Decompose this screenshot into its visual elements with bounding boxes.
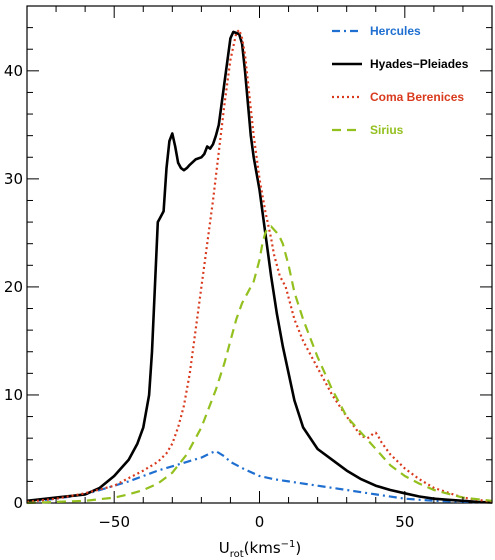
x-axis-label: Urot(kms−1) [219, 539, 302, 560]
legend-label-0: Hercules [370, 24, 421, 38]
legend-label-2: Coma Berenices [370, 90, 464, 104]
series-line-1 [26, 30, 493, 504]
legend-label-3: Sirius [370, 123, 404, 137]
y-tick-label: 10 [4, 386, 23, 404]
x-tick-label: −50 [98, 513, 130, 531]
y-tick-label: 0 [13, 494, 23, 512]
legend: Hercules Hyades−Pleiades Coma Berenices Sir… [332, 24, 469, 137]
x-tick-label: 50 [395, 513, 414, 531]
x-axis-label-sub: rot [230, 549, 244, 560]
series-layer [26, 28, 493, 505]
series-line-3 [26, 225, 493, 505]
series-line-0 [26, 450, 493, 504]
y-tick-label: 20 [4, 278, 23, 296]
x-axis-label-close: ) [295, 539, 301, 557]
x-tick-label: 0 [255, 513, 265, 531]
y-tick-label: 30 [4, 170, 23, 188]
x-axis-label-unit: (kms [244, 539, 281, 557]
plot-frame [26, 5, 493, 504]
x-axis-label-sup: −1 [281, 539, 296, 550]
y-tick-label: 40 [4, 62, 23, 80]
series-line-2 [26, 28, 493, 503]
ticks-layer: −50 0 50 0 10 20 30 40 [4, 5, 493, 531]
x-axis-label-main: U [219, 539, 230, 557]
legend-label-1: Hyades−Pleiades [370, 57, 469, 71]
